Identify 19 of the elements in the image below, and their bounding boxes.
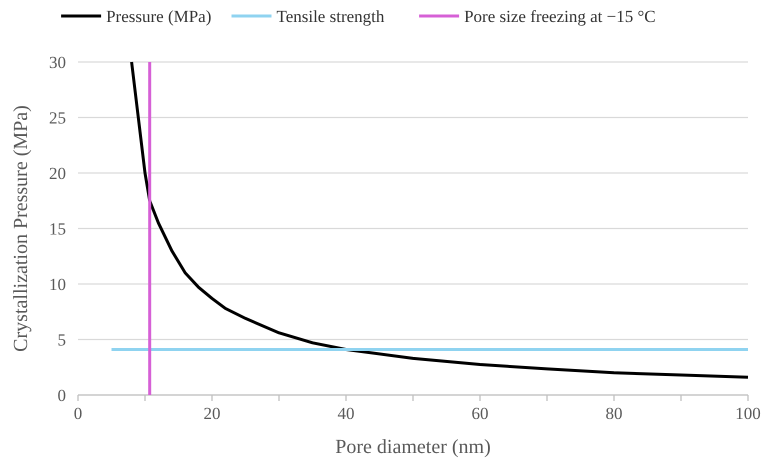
legend-label: Pressure (MPa) bbox=[106, 7, 212, 26]
y-tick-label: 0 bbox=[58, 386, 66, 405]
x-tick-label: 80 bbox=[606, 404, 622, 423]
x-tick-label: 60 bbox=[472, 404, 488, 423]
y-tick-label: 10 bbox=[49, 275, 66, 294]
y-tick-label: 5 bbox=[58, 330, 66, 350]
y-tick-label: 25 bbox=[49, 108, 66, 128]
legend-label: Pore size freezing at −15 °C bbox=[464, 7, 656, 26]
y-tick-label: 30 bbox=[49, 53, 66, 72]
y-tick-label: 20 bbox=[49, 164, 66, 183]
x-tick-label: 20 bbox=[204, 404, 220, 423]
x-tick-label: 40 bbox=[338, 404, 354, 423]
y-axis-title: Crystallization Pressure (MPa) bbox=[10, 105, 32, 352]
y-tick-label: 15 bbox=[49, 220, 66, 238]
x-tick-label: 0 bbox=[74, 404, 82, 423]
legend-label: Tensile strength bbox=[276, 7, 385, 26]
x-tick-label: 100 bbox=[735, 404, 761, 423]
line-series bbox=[130, 60, 750, 379]
x-axis-title: Pore diameter (nm) bbox=[335, 436, 491, 458]
